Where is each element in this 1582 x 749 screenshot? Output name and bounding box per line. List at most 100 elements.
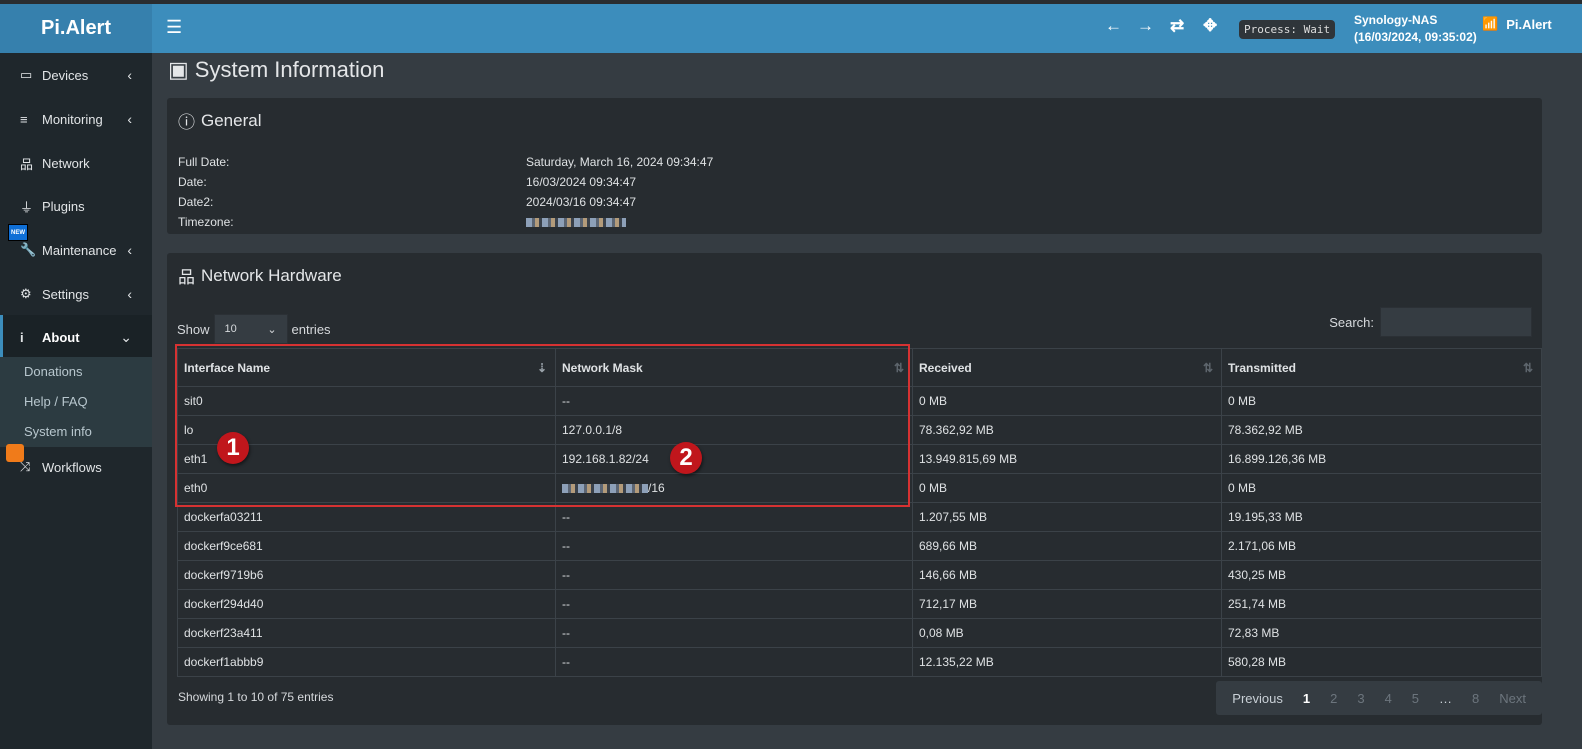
chevron-down-icon: ⌄ (267, 323, 277, 336)
full-date-label: Full Date: (178, 155, 230, 169)
about-submenu: Donations Help / FAQ System info (0, 357, 152, 447)
chart-icon: ≡ (20, 111, 28, 127)
plug-icon: ⏚ (20, 199, 34, 215)
full-date-value: Saturday, March 16, 2024 09:34:47 (526, 155, 714, 169)
column-interface-name[interactable]: Interface Name ⇣ (177, 348, 556, 387)
app-logo[interactable]: Pi.Alert (0, 4, 152, 53)
sidebar-item-settings[interactable]: ⚙ Settings ‹ (0, 272, 152, 316)
network-hardware-box: 品 Network Hardware Show 10 ⌄ entries Search:… (167, 253, 1542, 725)
cell-transmitted: 0 MB (1221, 386, 1542, 416)
table-row: eth1 192.168.1.82/24 13.949.815,69 MB 16.89… (177, 444, 1542, 474)
chevron-down-icon: ⌄ (120, 328, 132, 345)
refresh-icon[interactable]: ⇄ (1170, 16, 1185, 35)
cell-network-mask: -- (555, 647, 913, 677)
sidebar-item-about[interactable]: i About ⌄ (0, 315, 152, 359)
host-info: Synology-NAS (16/03/2024, 09:35:02) (1354, 12, 1477, 46)
table-row: eth0/16 0 MB 0 MB (177, 473, 1542, 503)
cell-transmitted: 72,83 MB (1221, 618, 1542, 648)
cell-transmitted: 580,28 MB (1221, 647, 1542, 677)
table-row: sit0 -- 0 MB 0 MB (177, 386, 1542, 416)
annotation-1: 1 (217, 432, 249, 464)
cell-received: 78.362,92 MB (912, 415, 1222, 445)
cell-network-mask: 127.0.0.1/8 (555, 415, 913, 445)
timezone-label: Timezone: (178, 215, 234, 229)
page-length-value: 10 (224, 323, 237, 335)
table-row: dockerf23a411 -- 0,08 MB 72,83 MB (177, 618, 1542, 648)
date-value: 16/03/2024 09:34:47 (526, 175, 637, 189)
cell-interface-name: dockerf9719b6 (177, 560, 556, 590)
cell-transmitted: 251,74 MB (1221, 589, 1542, 619)
page-title: ▣ System Information (168, 57, 384, 83)
page-title-text: System Information (194, 57, 385, 82)
sidebar-item-workflows[interactable]: ⤨ Workflows (0, 445, 152, 489)
cell-network-mask: -- (555, 589, 913, 619)
pager-previous[interactable]: Previous (1232, 690, 1283, 706)
sitemap-icon: 品 (178, 268, 195, 287)
pagination: Previous 1 2 3 4 5 … 8 Next (1216, 681, 1542, 715)
page-length-control: Show 10 ⌄ entries (177, 314, 331, 344)
cell-received: 1.207,55 MB (912, 502, 1222, 532)
pager-page[interactable]: 1 (1302, 690, 1311, 706)
date2-label: Date2: (178, 195, 214, 209)
sidebar-item-monitoring[interactable]: ≡ Monitoring ‹ (0, 97, 152, 141)
pager-page[interactable]: 3 (1357, 690, 1365, 706)
forward-arrow-icon[interactable]: → (1137, 16, 1154, 35)
cell-received: 0 MB (912, 473, 1222, 503)
window-top-border (0, 0, 1582, 4)
cell-transmitted: 78.362,92 MB (1221, 415, 1542, 445)
submenu-system-info[interactable]: System info (24, 424, 92, 439)
column-network-mask[interactable]: Network Mask ⇅ (555, 348, 913, 387)
pager-page[interactable]: 2 (1330, 690, 1338, 706)
table-row: dockerfa03211 -- 1.207,55 MB 19.195,33 MB (177, 502, 1542, 532)
chevron-left-icon: ‹ (127, 286, 132, 302)
new-badge: NEW (8, 224, 28, 241)
pager-page[interactable]: 5 (1411, 690, 1420, 706)
cell-received: 712,17 MB (912, 589, 1222, 619)
sort-asc-icon: ⇣ (536, 361, 547, 375)
cell-network-mask: -- (555, 618, 913, 648)
general-title: ⓘ General (178, 108, 261, 133)
network-title-text: Network Hardware (201, 265, 342, 285)
move-icon[interactable]: ✥ (1203, 16, 1218, 35)
submenu-help-faq[interactable]: Help / FAQ (24, 394, 88, 409)
column-transmitted[interactable]: Transmitted ⇅ (1221, 348, 1542, 387)
info-icon: i (20, 329, 24, 345)
sidebar-label: Plugins (42, 198, 85, 214)
pager-page[interactable]: 8 (1472, 690, 1480, 706)
shuffle-icon: ⤨ (20, 459, 31, 474)
column-received[interactable]: Received ⇅ (912, 348, 1222, 387)
pager-page[interactable]: 4 (1384, 690, 1392, 706)
sidebar-item-network[interactable]: 品 Network (0, 141, 152, 185)
top-header: ☰ ← → ⇄ ✥ Process: Wait Synology-NAS (16/… (152, 4, 1582, 53)
sort-icon: ⇅ (893, 361, 904, 375)
cell-network-mask: -- (555, 531, 913, 561)
cell-interface-name: dockerf23a411 (177, 618, 556, 648)
brand-link[interactable]: 📶 Pi.Alert (1482, 16, 1552, 32)
submenu-donations[interactable]: Donations (24, 364, 83, 379)
pager-next[interactable]: Next (1499, 690, 1526, 706)
host-name: Synology-NAS (1354, 13, 1438, 27)
sidebar-label: Workflows (42, 459, 102, 475)
menu-toggle-icon[interactable]: ☰ (166, 17, 183, 37)
search-input[interactable] (1380, 307, 1532, 337)
cell-interface-name: sit0 (177, 386, 556, 416)
laptop-icon: ▭ (20, 67, 33, 82)
cpu-icon: ▣ (168, 57, 189, 82)
search-control: Search: (1329, 307, 1532, 337)
router-wifi-icon: 📶 (1482, 16, 1499, 31)
cell-network-mask: -- (555, 560, 913, 590)
back-arrow-icon[interactable]: ← (1105, 16, 1122, 35)
cell-transmitted: 0 MB (1221, 473, 1542, 503)
table-row: dockerf294d40 -- 712,17 MB 251,74 MB (177, 589, 1542, 619)
cell-received: 13.949.815,69 MB (912, 444, 1222, 474)
general-title-text: General (201, 110, 262, 130)
pager-ellipsis: … (1439, 690, 1453, 706)
sidebar-item-plugins[interactable]: ⏚ Plugins (0, 184, 152, 228)
sidebar-item-maintenance[interactable]: 🔧 Maintenance ‹ (0, 228, 152, 272)
sidebar-label: Network (42, 155, 90, 171)
timezone-value-redacted (526, 215, 626, 229)
sidebar-item-devices[interactable]: ▭ Devices ‹ (0, 53, 152, 97)
wrench-icon: 🔧 (20, 242, 37, 257)
page-length-select[interactable]: 10 ⌄ (213, 314, 288, 344)
table-row: dockerf9ce681 -- 689,66 MB 2.171,06 MB (177, 531, 1542, 561)
